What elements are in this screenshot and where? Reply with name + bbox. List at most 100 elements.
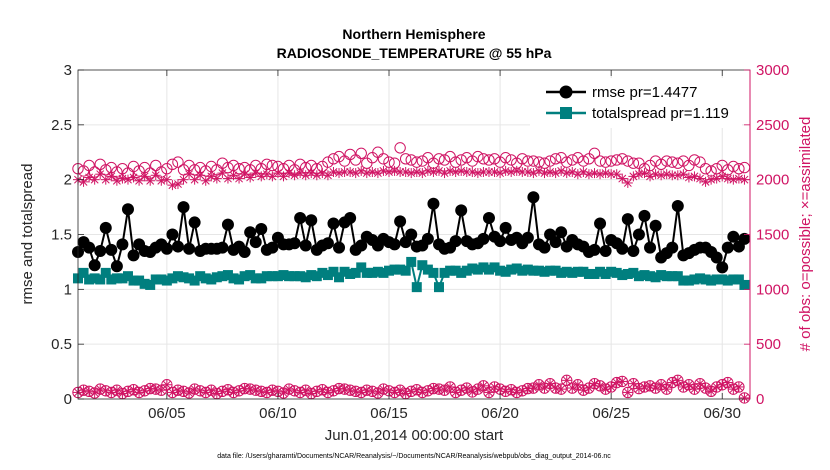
obs-star-stroke	[418, 388, 427, 397]
y-tick-label: 0.5	[51, 336, 72, 353]
obs-possible-point	[322, 156, 334, 168]
rmse-point	[216, 241, 229, 254]
totalspread-point	[422, 264, 433, 275]
totalspread-point	[189, 275, 200, 286]
obs-star-stroke	[268, 172, 277, 181]
totalspread-point	[656, 270, 667, 281]
obs-star-stroke	[185, 389, 194, 397]
obs-star-stroke	[307, 169, 316, 178]
rmse-point	[738, 232, 751, 245]
y2-axis-ticks: 0 500 1000 1500 2000 2500 3000	[744, 62, 789, 408]
obs-assimilated-point	[189, 384, 200, 395]
legend: rmse pr=1.4477 totalspread pr=1.119	[530, 78, 742, 128]
obs-assimilated-point	[184, 387, 195, 398]
obs-star-stroke	[162, 175, 171, 184]
totalspread-point	[384, 265, 395, 276]
obs-possible-point	[366, 152, 379, 164]
totalspread-point	[428, 267, 439, 278]
x-tick-label: 06/20	[481, 405, 519, 422]
obs-star-stroke	[629, 379, 638, 388]
obs-assimilated-point	[172, 179, 183, 190]
totalspread-point	[678, 275, 689, 286]
obs-assimilated-point	[372, 168, 383, 179]
rmse-point	[394, 215, 407, 228]
y2-tick-label: 2000	[756, 172, 789, 189]
obs-possible-point	[688, 154, 701, 166]
totalspread-point	[106, 274, 117, 285]
obs-possible-point	[577, 155, 590, 167]
rmse-point	[166, 228, 179, 241]
totalspread-point	[256, 273, 267, 284]
totalspread-point	[495, 265, 506, 276]
obs-star-stroke	[473, 169, 482, 178]
obs-star-stroke	[473, 385, 482, 394]
rmse-point	[649, 219, 662, 232]
legend-rmse-marker	[559, 85, 573, 99]
obs-star-stroke	[285, 385, 293, 394]
obs-star-stroke	[535, 166, 543, 175]
obs-star-stroke	[479, 381, 488, 390]
totalspread-point	[706, 275, 717, 286]
totalspread-point	[128, 275, 139, 286]
obs-star-stroke	[673, 171, 682, 180]
totalspread-point	[345, 268, 356, 279]
obs-possible-point	[705, 165, 717, 177]
rmse-point	[266, 241, 279, 254]
obs-possible-point	[660, 155, 673, 167]
obs-assimilated-point	[78, 176, 89, 187]
obs-star-stroke	[546, 379, 555, 388]
totalspread-point	[517, 265, 528, 276]
obs-possible-point	[83, 159, 95, 172]
obs-star-stroke	[129, 385, 138, 394]
obs-star-stroke	[607, 382, 616, 391]
obs-assimilated-point	[239, 383, 250, 394]
obs-assimilated-point	[617, 173, 628, 184]
obs-star-stroke	[296, 169, 305, 178]
obs-assimilated-point	[656, 379, 667, 390]
totalspread-point	[389, 264, 400, 275]
totalspread-point	[578, 266, 589, 277]
obs-possible-point	[433, 153, 445, 165]
obs-star-stroke	[323, 388, 332, 397]
totalspread-point	[322, 270, 333, 281]
rmse-point	[249, 236, 262, 249]
rmse-point	[294, 212, 307, 225]
obs-star-stroke	[612, 378, 621, 387]
rmse-point	[549, 236, 562, 249]
obs-star-stroke	[318, 385, 327, 394]
rmse-point	[238, 246, 251, 259]
totalspread-point	[461, 265, 472, 276]
totalspread-point	[84, 274, 95, 285]
rmse-point	[616, 242, 629, 255]
rmse-point	[221, 218, 234, 231]
obs-assimilated-point	[267, 171, 278, 182]
obs-assimilated-point	[139, 171, 150, 182]
obs-star-stroke	[462, 384, 471, 392]
obs-star-stroke	[129, 173, 138, 182]
obs-possible-point	[588, 147, 601, 160]
obs-assimilated-point	[533, 379, 544, 390]
obs-star-stroke	[185, 170, 194, 179]
totalspread-point	[334, 272, 345, 283]
totalspread-point	[489, 262, 500, 273]
obs-possible-point	[516, 153, 528, 165]
obs-assimilated-point	[111, 385, 122, 396]
legend-totalspread-label: totalspread pr=1.119	[592, 105, 729, 122]
obs-possible-point	[622, 155, 634, 167]
obs-star-stroke	[323, 171, 332, 180]
obs-assimilated-point	[89, 387, 100, 398]
totalspread-point	[150, 274, 161, 285]
obs-possible-point	[522, 155, 534, 167]
obs-star-stroke	[240, 170, 249, 179]
obs-assimilated-point	[228, 170, 239, 181]
obs-star-stroke	[618, 174, 627, 183]
rmse-point	[110, 260, 123, 273]
totalspread-point	[222, 270, 233, 281]
totalspread-point	[650, 272, 661, 283]
obs-possible-point	[627, 157, 640, 169]
rmse-point	[555, 226, 568, 239]
obs-possible-point	[694, 156, 706, 168]
obs-assimilated-point	[678, 169, 689, 180]
totalspread-point	[272, 271, 283, 282]
totalspread-point	[372, 266, 383, 277]
